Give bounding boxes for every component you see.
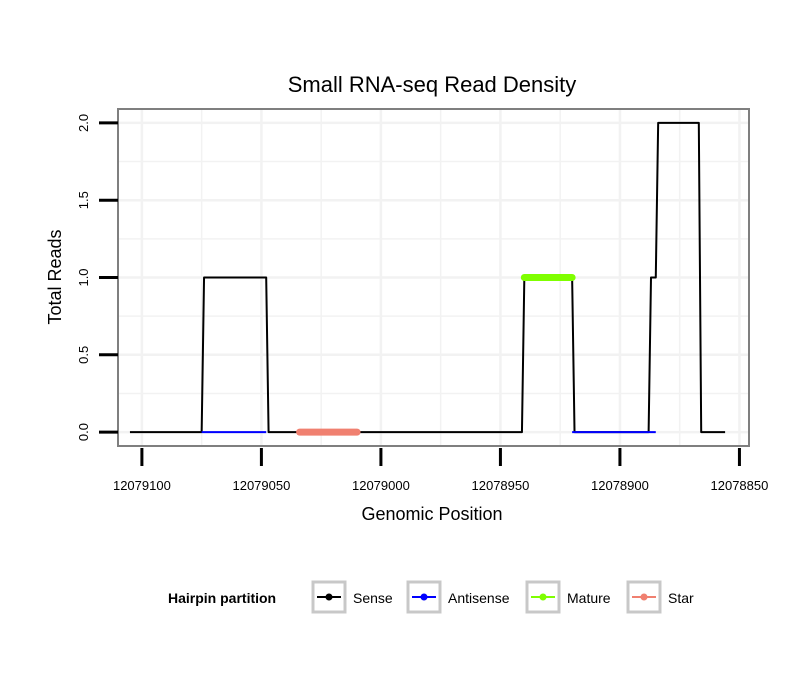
series-layer — [129, 121, 726, 436]
x-tick-label: 12078900 — [591, 478, 649, 493]
legend-entry-antisense: Antisense — [406, 580, 510, 614]
legend-label: Star — [668, 590, 694, 606]
y-tick-label: 1.0 — [76, 268, 91, 286]
legend-entry-mature: Mature — [525, 580, 611, 614]
legend-entry-star: Star — [626, 580, 694, 614]
y-tick-label: 2.0 — [76, 114, 91, 132]
x-tick-label: 12079050 — [232, 478, 290, 493]
x-tick-label: 12078950 — [472, 478, 530, 493]
legend-key-point — [640, 593, 648, 601]
x-axis: 12079100 12079050 12079000 12078950 12078900… — [113, 448, 768, 493]
legend-key-point — [539, 593, 547, 601]
x-tick-label: 12079100 — [113, 478, 171, 493]
x-tick-label: 12079000 — [352, 478, 410, 493]
x-axis-title: Genomic Position — [361, 504, 502, 524]
legend-entry-sense: Sense — [311, 580, 393, 614]
legend-key-point — [325, 593, 333, 601]
legend-label: Sense — [353, 590, 393, 606]
legend-key-point — [420, 593, 428, 601]
chart-title: Small RNA-seq Read Density — [288, 72, 577, 97]
legend-title: Hairpin partition — [168, 590, 276, 606]
y-axis: 0.0 0.5 1.0 1.5 2.0 — [76, 114, 118, 441]
legend: Hairpin partition Sense Antisense Mature St… — [168, 580, 694, 614]
y-tick-label: 1.5 — [76, 191, 91, 209]
x-tick-label: 12078850 — [711, 478, 769, 493]
y-tick-label: 0.5 — [76, 346, 91, 364]
legend-label: Antisense — [448, 590, 510, 606]
y-tick-label: 0.0 — [76, 423, 91, 441]
legend-label: Mature — [567, 590, 611, 606]
y-axis-title: Total Reads — [45, 229, 65, 324]
series-line-sense — [129, 121, 726, 434]
